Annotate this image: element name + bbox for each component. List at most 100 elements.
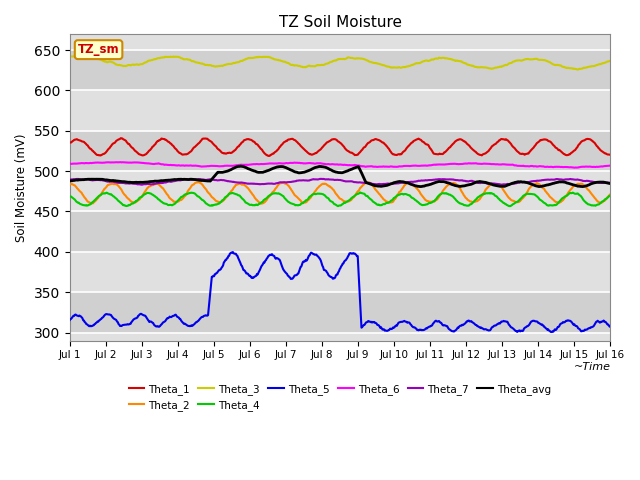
Theta_6 bbox=[76, 160, 83, 166]
Theta_7 bbox=[607, 180, 614, 186]
Theta_4 bbox=[66, 193, 74, 199]
Theta_4 bbox=[356, 190, 364, 195]
Title: TZ Soil Moisture: TZ Soil Moisture bbox=[278, 15, 401, 30]
Theta_3 bbox=[573, 67, 581, 72]
Theta_4 bbox=[607, 193, 614, 199]
Theta_6 bbox=[66, 161, 74, 167]
Bar bbox=[70, 50, 611, 90]
Bar bbox=[70, 333, 611, 341]
Theta_2 bbox=[76, 188, 83, 194]
Theta_4 bbox=[423, 202, 431, 207]
Theta_3 bbox=[76, 52, 84, 58]
Theta_avg bbox=[422, 182, 430, 188]
Theta_1 bbox=[216, 147, 223, 153]
Line: Theta_6: Theta_6 bbox=[70, 162, 611, 168]
Line: Theta_5: Theta_5 bbox=[70, 252, 611, 332]
Theta_5 bbox=[131, 316, 139, 322]
Line: Theta_4: Theta_4 bbox=[70, 192, 611, 206]
Bar bbox=[70, 131, 611, 171]
Theta_1 bbox=[66, 139, 74, 145]
Theta_3 bbox=[422, 58, 430, 63]
Line: Theta_avg: Theta_avg bbox=[70, 166, 611, 187]
Theta_4 bbox=[186, 190, 194, 196]
Theta_7 bbox=[66, 177, 74, 182]
Theta_2 bbox=[195, 180, 203, 185]
Theta_1 bbox=[187, 149, 195, 155]
Bar bbox=[70, 212, 611, 252]
Line: Theta_1: Theta_1 bbox=[70, 138, 611, 156]
Theta_avg bbox=[76, 177, 83, 183]
Theta_avg bbox=[215, 169, 223, 175]
Theta_avg bbox=[131, 180, 139, 185]
Theta_7 bbox=[187, 177, 195, 182]
Theta_2 bbox=[186, 185, 194, 191]
Bar bbox=[70, 34, 611, 50]
Theta_2 bbox=[131, 200, 139, 205]
Theta_5 bbox=[406, 321, 414, 327]
Theta_4 bbox=[76, 201, 83, 206]
Theta_1 bbox=[407, 140, 415, 146]
Theta_5 bbox=[66, 317, 74, 323]
Theta_2 bbox=[607, 191, 614, 197]
Theta_3 bbox=[66, 54, 74, 60]
Theta_avg bbox=[579, 184, 586, 190]
Bar bbox=[70, 292, 611, 333]
Theta_avg bbox=[406, 181, 414, 187]
Theta_2 bbox=[66, 181, 74, 187]
Theta_1 bbox=[132, 148, 140, 154]
Theta_3 bbox=[74, 52, 82, 58]
Line: Theta_2: Theta_2 bbox=[70, 182, 611, 204]
Theta_4 bbox=[131, 199, 139, 205]
Theta_5 bbox=[76, 312, 83, 318]
Theta_avg bbox=[237, 163, 244, 169]
Theta_7 bbox=[76, 177, 83, 182]
Theta_7 bbox=[216, 178, 223, 183]
Theta_7 bbox=[138, 182, 146, 188]
Theta_3 bbox=[216, 63, 223, 69]
Theta_2 bbox=[216, 199, 223, 205]
Y-axis label: Soil Moisture (mV): Soil Moisture (mV) bbox=[15, 133, 28, 241]
Theta_6 bbox=[607, 163, 614, 168]
Theta_6 bbox=[422, 163, 430, 168]
Theta_avg bbox=[66, 178, 74, 184]
Theta_4 bbox=[334, 203, 342, 209]
Theta_1 bbox=[423, 142, 431, 147]
Theta_6 bbox=[132, 159, 140, 165]
Text: TZ_sm: TZ_sm bbox=[78, 43, 120, 56]
Theta_2 bbox=[423, 198, 431, 204]
Theta_6 bbox=[216, 163, 223, 169]
Theta_5 bbox=[422, 325, 430, 331]
Theta_7 bbox=[316, 176, 324, 182]
Theta_3 bbox=[132, 62, 140, 68]
Theta_1 bbox=[117, 135, 125, 141]
Theta_4 bbox=[407, 194, 415, 200]
Theta_3 bbox=[187, 58, 195, 63]
Line: Theta_7: Theta_7 bbox=[70, 179, 611, 185]
Theta_5 bbox=[607, 324, 614, 329]
Theta_3 bbox=[406, 63, 414, 69]
Theta_2 bbox=[258, 201, 266, 206]
Theta_6 bbox=[117, 159, 125, 165]
Theta_1 bbox=[265, 153, 273, 159]
Theta_7 bbox=[423, 178, 431, 183]
Theta_7 bbox=[131, 181, 139, 187]
Theta_5 bbox=[547, 329, 555, 335]
Theta_4 bbox=[215, 201, 223, 206]
Theta_7 bbox=[407, 179, 415, 185]
Theta_2 bbox=[407, 181, 415, 187]
Theta_6 bbox=[570, 165, 578, 170]
Theta_5 bbox=[186, 324, 194, 329]
Theta_5 bbox=[215, 268, 223, 274]
Theta_avg bbox=[186, 176, 194, 182]
Legend: Theta_1, Theta_2, Theta_3, Theta_4, Theta_5, Theta_6, Theta_7, Theta_avg: Theta_1, Theta_2, Theta_3, Theta_4, Thet… bbox=[125, 380, 556, 415]
Theta_1 bbox=[76, 137, 83, 143]
Bar bbox=[70, 90, 611, 131]
Theta_5 bbox=[229, 249, 237, 255]
Theta_avg bbox=[607, 180, 614, 186]
Theta_3 bbox=[607, 58, 614, 64]
Line: Theta_3: Theta_3 bbox=[70, 55, 611, 70]
Bar bbox=[70, 171, 611, 212]
Theta_6 bbox=[187, 163, 195, 168]
Theta_1 bbox=[607, 152, 614, 157]
Text: ~Time: ~Time bbox=[573, 362, 611, 372]
